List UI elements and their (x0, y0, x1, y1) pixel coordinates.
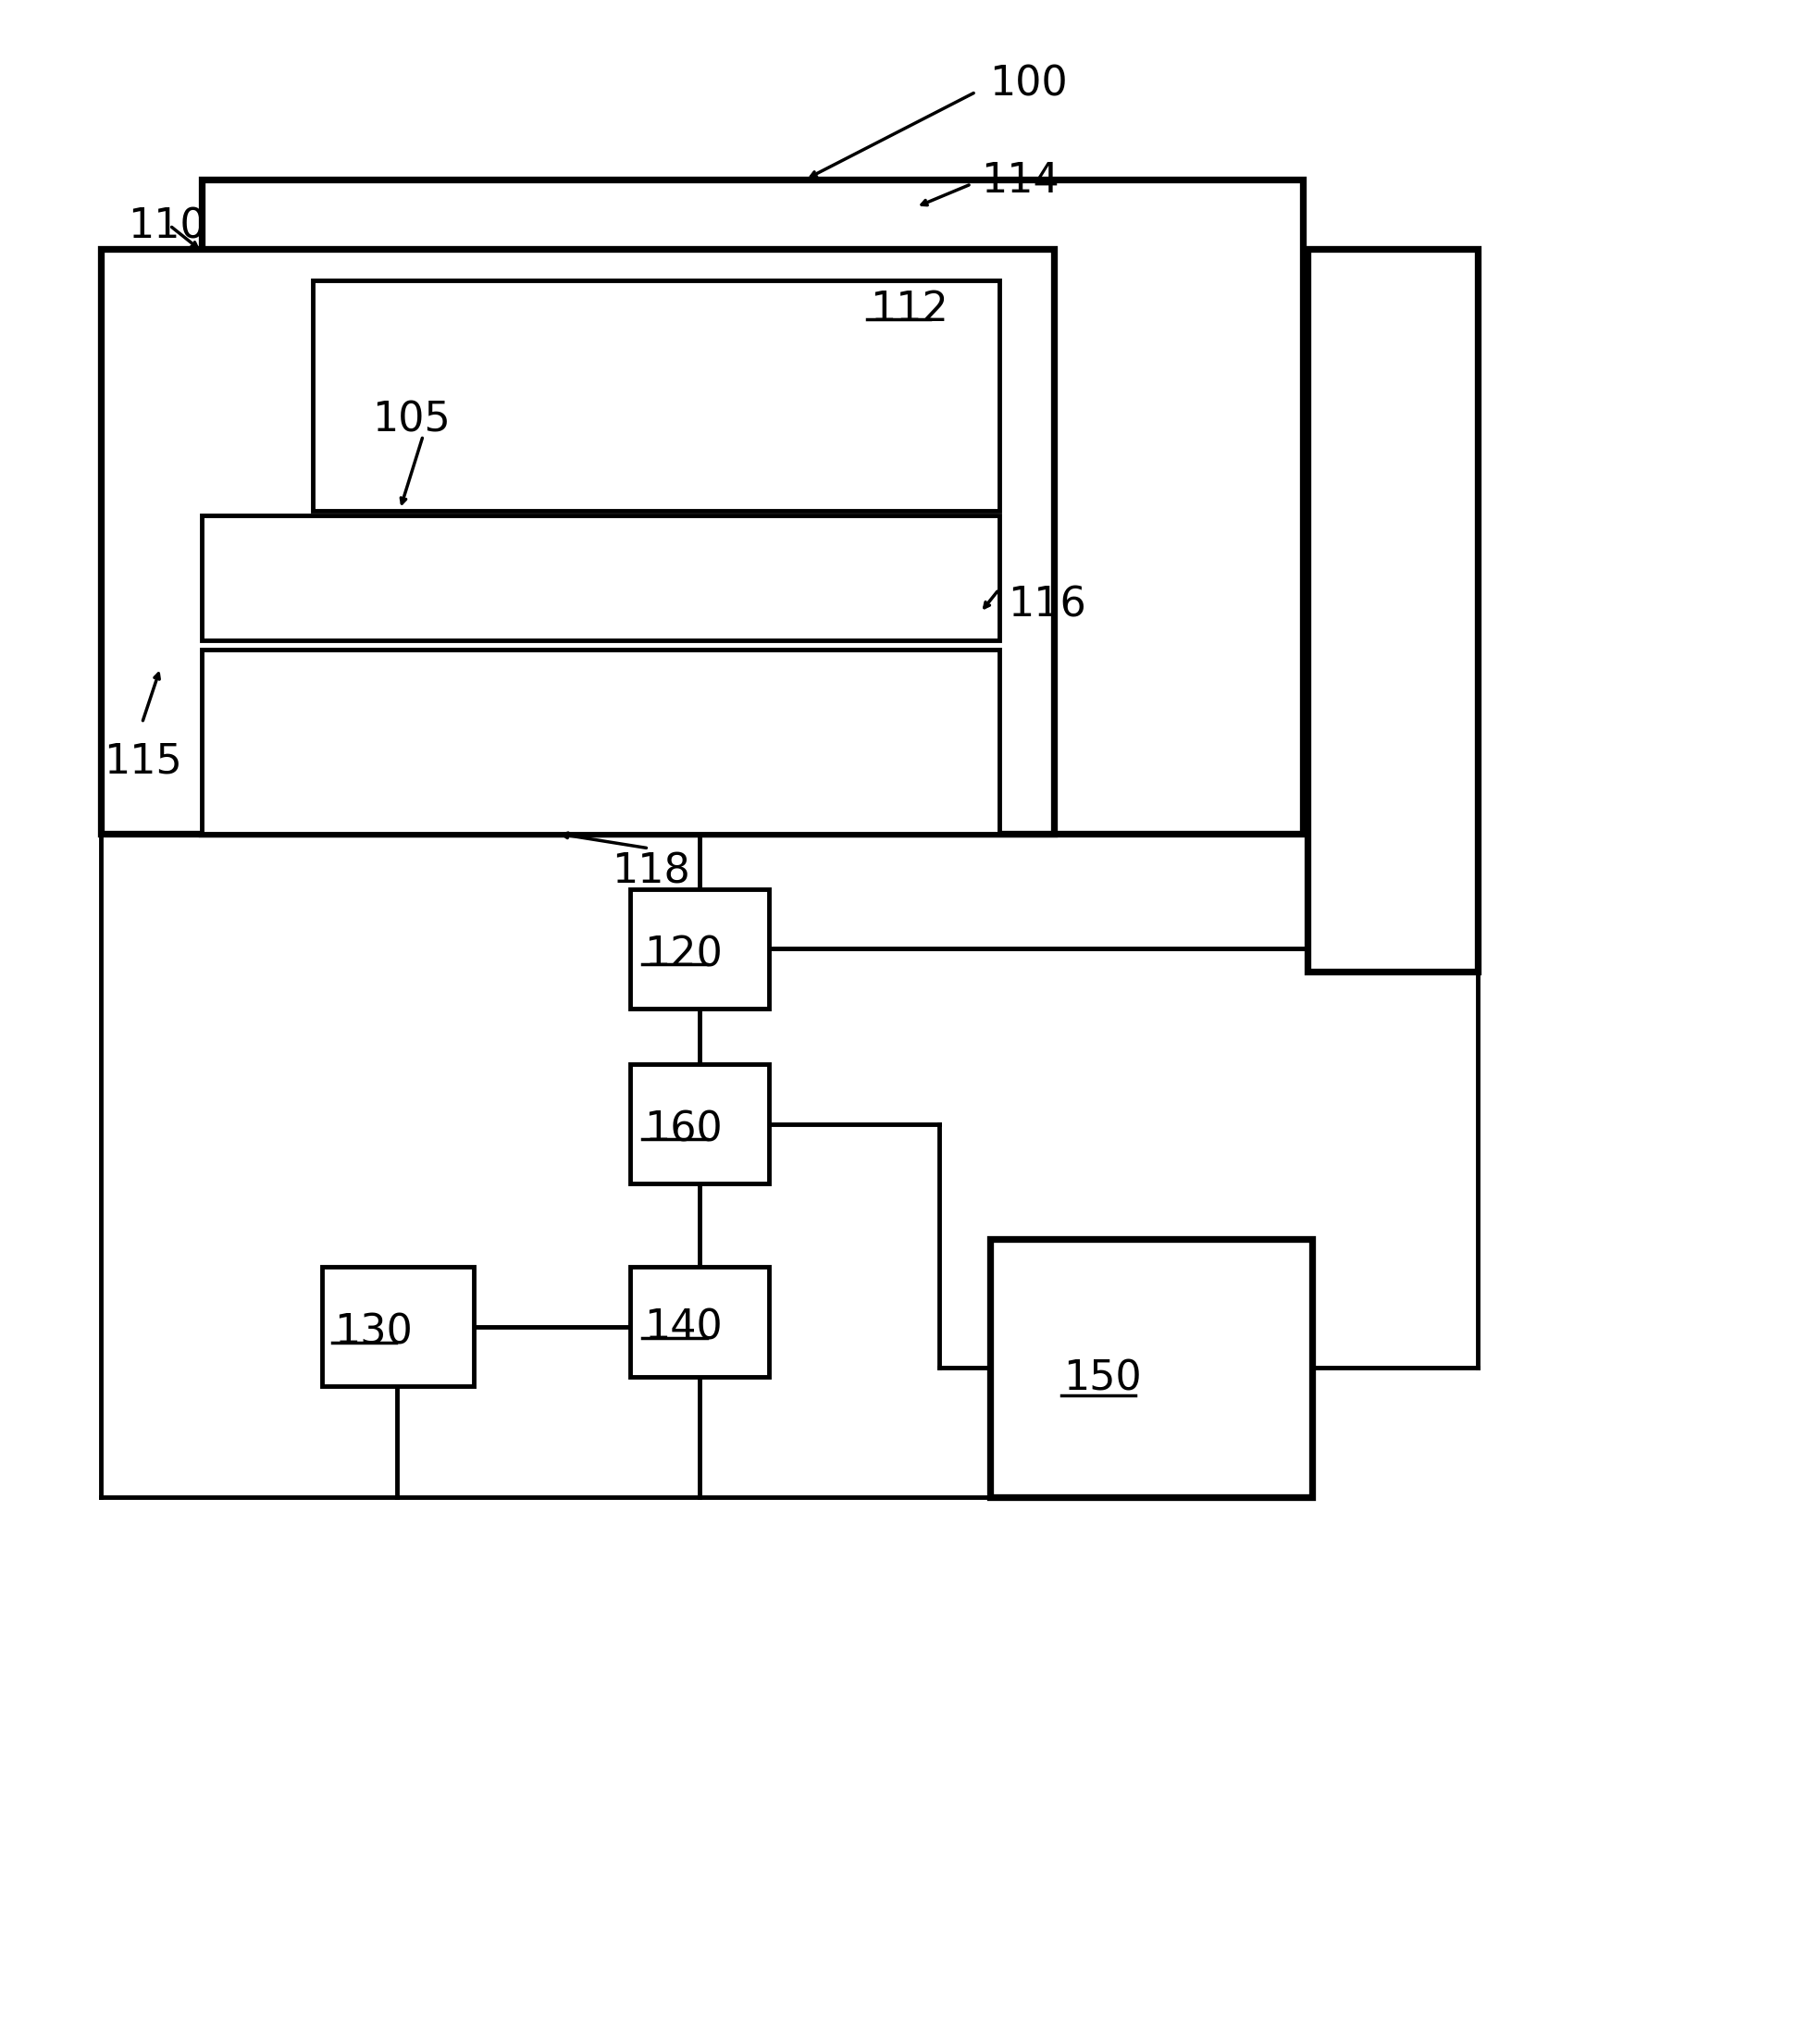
Text: 140: 140 (644, 1308, 722, 1347)
Text: 150: 150 (1064, 1359, 1141, 1398)
Bar (203, 515, 999, 640)
Bar (203, 180, 1302, 834)
Text: 160: 160 (644, 1110, 722, 1151)
Text: 114: 114 (980, 161, 1058, 200)
Text: 116: 116 (1008, 585, 1085, 625)
Bar (203, 650, 999, 834)
Bar (630, 1065, 769, 1183)
Bar (990, 1239, 1312, 1496)
Text: 120: 120 (644, 934, 722, 975)
Bar (313, 280, 999, 511)
Text: 110: 110 (128, 206, 206, 247)
Text: 115: 115 (103, 742, 181, 781)
Bar (630, 1267, 769, 1378)
Text: 130: 130 (333, 1312, 412, 1353)
Bar (630, 889, 769, 1008)
Bar (101, 249, 1053, 834)
Bar (322, 1267, 474, 1386)
Bar (1306, 249, 1478, 971)
Text: 118: 118 (611, 852, 689, 891)
Text: 100: 100 (990, 63, 1067, 104)
Text: 112: 112 (870, 290, 948, 329)
Text: 105: 105 (373, 401, 450, 439)
